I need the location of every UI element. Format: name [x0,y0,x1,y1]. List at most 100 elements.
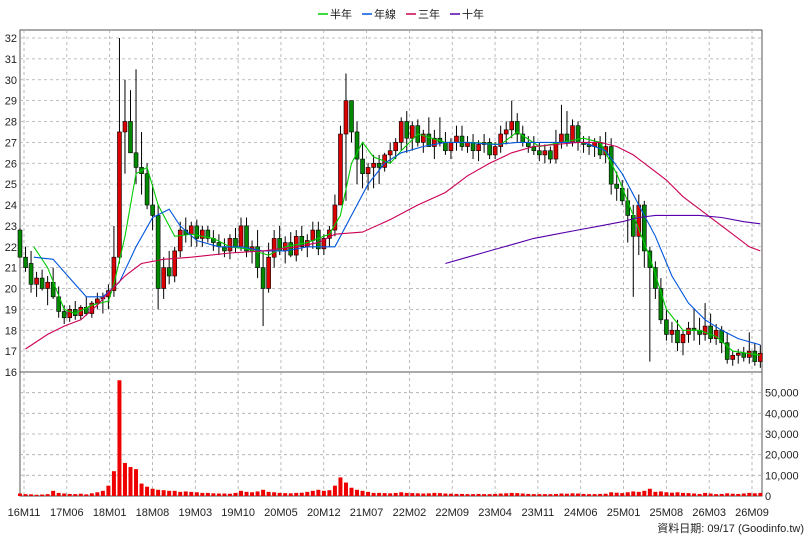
candle-body [724,342,730,360]
x-tick-label: 23M04 [478,507,512,519]
source-note: 資料日期: 09/17 (Goodinfo.tw) [657,521,804,535]
candle-body [67,309,73,319]
volume-bar [454,493,459,496]
volume-bar [227,493,232,496]
candle-body [194,225,200,239]
candle-body [730,354,736,360]
price-tick-label: 21 [5,263,17,275]
volume-bar [78,493,83,496]
candle-body [741,352,747,358]
volume-bar [664,492,669,496]
volume-bar [537,494,542,496]
candle-body [642,204,647,252]
candle-body [614,183,619,189]
volume-bar [205,492,210,496]
volume-bar [708,493,713,496]
volume-bar [316,489,321,496]
candle-body [144,173,150,206]
volume-bar [614,492,619,496]
volume-bar [636,491,641,496]
candle-body [238,225,244,248]
volume-bar [426,493,431,496]
volume-bar [432,492,437,496]
volume-bar [371,492,376,496]
volume-bar [421,493,426,496]
volume-bar [581,493,586,496]
volume-bar [747,492,752,496]
volume-bar [504,493,509,496]
volume-bar [62,493,67,496]
candle-body [266,256,271,289]
volume-bar [625,492,630,496]
volume-tick-label: 10,000 [765,470,799,482]
candle-body [421,133,426,143]
candle-body [205,229,211,239]
candle-body [526,142,531,147]
volume-bar [84,494,89,496]
candle-body [95,298,100,304]
candle-body [343,100,349,135]
volume-bar [255,491,260,496]
volume-bar [343,482,348,496]
candle-body [166,267,172,277]
x-tick-label: 23M11 [521,507,554,519]
volume-axis: 0 10,000 20,000 30,000 40,000 50,000 [765,388,799,503]
volume-tick-label: 50,000 [765,388,799,400]
x-tick-label: 25M08 [650,507,684,519]
candle-body [669,329,675,335]
volume-bar [222,493,227,496]
volume-tick-label: 30,000 [765,429,799,441]
candle-body [387,150,393,156]
candle-body [708,325,713,339]
volume-bar [261,489,266,496]
volume-bar [598,493,603,496]
candle-body [398,121,404,143]
volume-bar [515,493,520,496]
volume-bar [73,494,78,496]
candle-body [321,238,327,250]
moving-average-line [33,141,761,346]
volume-bar [493,493,498,496]
volume-bar [399,492,404,496]
volume-grid [20,372,762,496]
candle-body [459,135,465,147]
price-tick-label: 26 [5,158,17,170]
candle-body [376,162,382,168]
price-tick-label: 22 [5,242,17,254]
volume-bar [266,491,271,496]
volume-bar [150,488,155,496]
volume-bar [388,493,393,496]
candle-body [664,319,669,335]
price-tick-label: 17 [5,346,17,358]
candle-body [299,236,305,248]
x-tick-label: 18M01 [93,507,127,519]
volume-bar [128,467,133,496]
candle-body [432,137,437,147]
candle-body [122,121,128,133]
volume-bar [310,490,315,496]
volume-bar [172,490,177,496]
candle-body [752,350,758,362]
volume-bar [697,493,702,496]
x-tick-label: 17M06 [50,507,84,519]
volume-bar [183,491,188,496]
candle-body [537,150,542,156]
volume-bar [194,492,199,496]
candle-body [713,329,719,339]
candle-body [200,229,205,239]
volume-bar [366,491,371,496]
volume-bar [631,491,636,496]
volume-bar [548,494,553,496]
volume-bar [272,492,277,496]
candle-body [255,246,260,268]
candle-body [61,311,67,319]
volume-bar [200,492,205,496]
candle-body [271,238,277,258]
volume-bar [355,489,360,496]
volume-bar [45,494,50,496]
volume-tick-label: 0 [765,491,771,503]
volume-bar [658,491,663,496]
volume-bar [294,492,299,496]
volume-bar [145,486,150,496]
price-tick-label: 23 [5,221,17,233]
